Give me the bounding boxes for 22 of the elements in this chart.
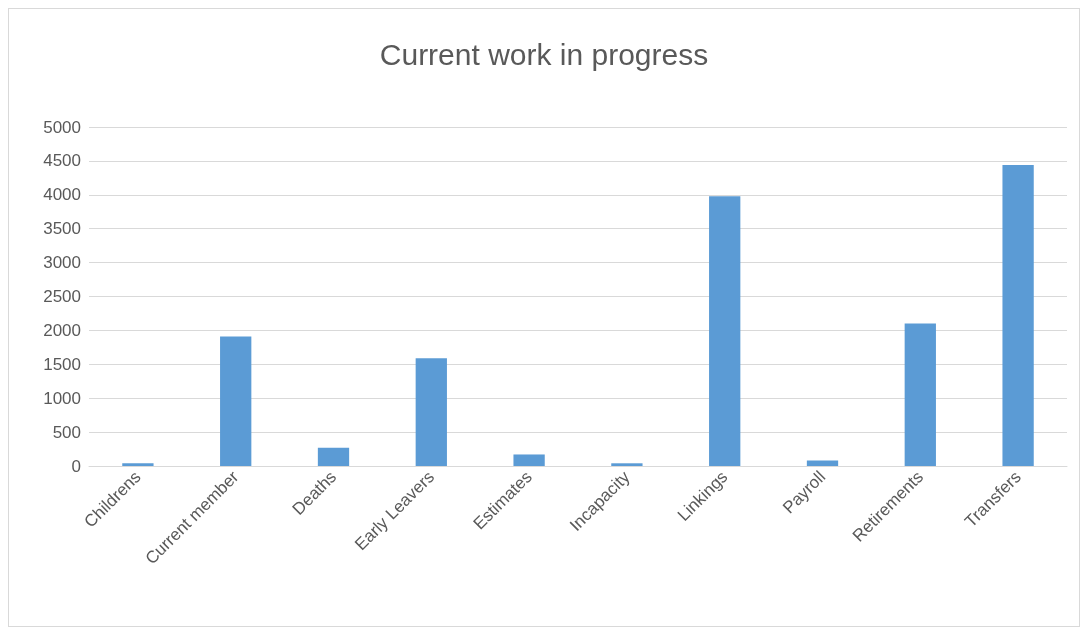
- bar: [415, 358, 447, 466]
- bar: [806, 460, 839, 466]
- y-tick-label: 2000: [43, 320, 81, 340]
- bar: [1002, 164, 1034, 466]
- y-tick-label: 1500: [43, 354, 81, 374]
- bar: [904, 323, 936, 466]
- bar: [611, 463, 643, 466]
- y-tick-label: 2500: [43, 287, 81, 306]
- bar: [220, 336, 252, 466]
- y-tick-label: 4000: [43, 185, 81, 205]
- chart-title: Current work in progress: [379, 37, 709, 71]
- y-tick-label: 0: [71, 456, 81, 476]
- bar: [513, 454, 545, 466]
- bar: [122, 463, 154, 466]
- y-tick-label: 3000: [43, 253, 81, 273]
- y-tick-label: 1000: [43, 388, 81, 408]
- y-tick-label: 5000: [43, 117, 81, 137]
- y-tick-label: 500: [52, 422, 81, 442]
- y-tick-label: 3500: [43, 219, 81, 239]
- bar: [709, 196, 741, 466]
- y-tick-label: 4500: [43, 151, 81, 171]
- bar: [317, 447, 350, 466]
